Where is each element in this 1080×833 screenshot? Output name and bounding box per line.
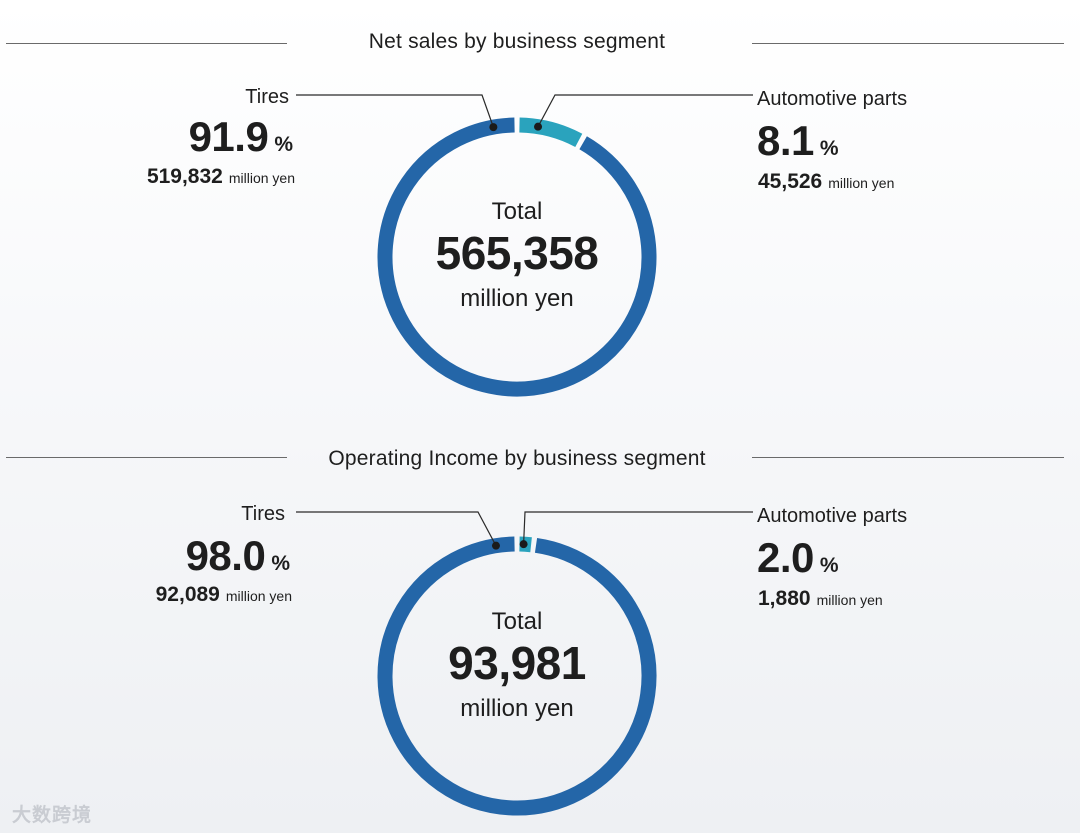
segment-label-tires: Tires — [241, 503, 285, 525]
segment-percent-automotive-parts: 8.1% — [757, 117, 839, 165]
amount-unit: million yen — [228, 170, 295, 186]
leader-dot-tires — [489, 123, 498, 132]
amount-value: 45,526 — [758, 170, 823, 193]
donut-center-net-sales: Total 565,358 million yen — [436, 198, 599, 313]
segment-amount-tires: 92,089 million yen — [156, 583, 292, 607]
total-label: Total — [491, 608, 543, 635]
donut-segment-tires — [377, 117, 657, 397]
leader-dot-automotive-parts — [519, 540, 528, 549]
amount-unit: million yen — [816, 592, 883, 608]
leader-line-tires — [296, 94, 494, 128]
segment-amount-automotive-parts: 45,526 million yen — [758, 170, 894, 194]
amount-value: 92,089 — [155, 583, 220, 606]
total-value: 93,981 — [448, 637, 586, 689]
segment-label-automotive-parts: Automotive parts — [757, 505, 908, 527]
section-divider-left — [6, 43, 287, 44]
chart-title-operating-income: Operating Income by business segment — [328, 447, 706, 470]
segment-label-automotive-parts: Automotive parts — [757, 88, 908, 110]
percent-unit: % — [819, 554, 839, 577]
percent-unit: % — [274, 133, 293, 156]
amount-value: 519,832 — [146, 165, 223, 188]
donut-segment-automotive-parts — [519, 117, 583, 148]
total-unit: million yen — [460, 284, 574, 312]
leader-line-automotive-parts — [522, 511, 753, 545]
percent-unit: % — [819, 137, 839, 160]
percent-value: 91.9 — [188, 113, 269, 160]
segment-percent-automotive-parts: 2.0% — [757, 534, 839, 582]
percent-unit: % — [271, 552, 290, 575]
watermark: 大数跨境 — [12, 805, 93, 826]
donut-center-operating-income: Total 93,981 million yen — [448, 608, 586, 723]
section-divider-left — [6, 457, 287, 458]
percent-value: 2.0 — [757, 534, 814, 581]
total-label: Total — [491, 198, 543, 225]
leader-dot-tires — [491, 541, 500, 550]
percent-value: 98.0 — [185, 532, 266, 579]
donut-segment-tires — [377, 536, 657, 816]
segment-amount-tires: 519,832 million yen — [147, 165, 295, 189]
section-divider-right — [752, 457, 1064, 458]
segment-label-tires: Tires — [245, 86, 289, 108]
segment-percent-tires: 91.9% — [189, 113, 293, 161]
amount-value: 1,880 — [758, 587, 811, 610]
segment-amount-automotive-parts: 1,880 million yen — [758, 587, 883, 611]
leader-line-tires — [296, 511, 497, 546]
percent-value: 8.1 — [757, 117, 814, 164]
amount-unit: million yen — [225, 588, 292, 604]
leader-dot-automotive-parts — [534, 122, 543, 131]
leader-line-automotive-parts — [537, 94, 753, 127]
amount-unit: million yen — [828, 175, 895, 191]
chart-title-net-sales: Net sales by business segment — [368, 30, 666, 53]
total-unit: million yen — [460, 694, 574, 722]
section-divider-right — [752, 43, 1064, 44]
total-value: 565,358 — [435, 227, 599, 279]
segment-percent-tires: 98.0% — [186, 532, 290, 580]
